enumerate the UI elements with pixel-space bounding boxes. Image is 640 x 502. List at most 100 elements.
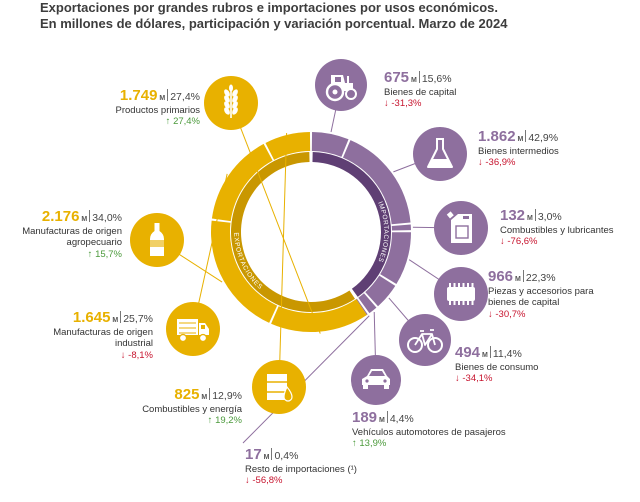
title-line-1: Exportaciones por grandes rubros e impor… xyxy=(40,0,498,15)
callout-circle-imp4 xyxy=(399,314,451,366)
jerrycan-icon xyxy=(446,211,472,243)
connector-exp3 xyxy=(278,132,288,388)
share: 27,4% xyxy=(170,91,200,103)
change-value: -34,1% xyxy=(462,373,493,384)
arrow-down-icon: ↓ xyxy=(500,236,508,247)
category-name: Bienes de capital xyxy=(384,86,457,98)
arrow-down-icon: ↓ xyxy=(488,308,496,320)
change-value: -31,3% xyxy=(391,98,422,109)
slice-imp-2 xyxy=(391,224,411,231)
category-name: Manufacturas de origen industrial xyxy=(53,326,153,350)
label-imp3: 966 M 22,3% Piezas y accesorios para biene… xyxy=(488,268,618,320)
unit: M xyxy=(110,317,119,324)
label-imp0: 675 M 15,6% Bienes de capital ↓ -31,3% xyxy=(384,69,524,110)
slice-exp-2 xyxy=(211,143,273,222)
arrow-down-icon: ↓ xyxy=(478,157,486,168)
slice-imp-4 xyxy=(365,275,396,307)
value: 494 xyxy=(455,344,481,361)
imports-inner-band xyxy=(312,152,392,297)
connector-exp0 xyxy=(230,102,321,334)
change-value: -8,1% xyxy=(128,349,153,361)
arrow-down-icon: ↓ xyxy=(120,349,129,361)
slice-imp-6 xyxy=(356,298,368,315)
category-name: Resto de importaciones (¹) xyxy=(245,463,357,475)
unit: M xyxy=(157,95,166,102)
unit: M xyxy=(525,215,533,222)
label-exp2: 1.645 M 25,7% Manufacturas de origen indus… xyxy=(20,309,153,361)
label-imp5: 189 M 4,4% Vehículos automotores de pasaje… xyxy=(352,409,522,450)
arrow-down-icon: ↓ xyxy=(455,373,463,384)
value: 966 xyxy=(488,268,514,285)
share: 15,6% xyxy=(421,73,452,85)
unit: M xyxy=(79,216,88,223)
unit: M xyxy=(513,276,521,283)
value: 189 xyxy=(352,409,378,426)
category-name: Combustibles y lubricantes xyxy=(500,224,614,236)
barrel-icon xyxy=(267,374,293,402)
change-value: 19,2% xyxy=(215,415,242,426)
category-name: Productos primarios xyxy=(115,104,200,116)
unit: M xyxy=(199,394,208,401)
change-value: -56,8% xyxy=(252,475,283,486)
share: 25,7% xyxy=(123,313,153,325)
label-exp1: 2.176 M 34,0% Manufacturas de origen agrop… xyxy=(20,208,122,260)
change-value: -76,6% xyxy=(507,236,538,247)
arrow-up-icon: ↑ xyxy=(165,116,174,127)
arrow-up-icon: ↑ xyxy=(87,248,96,260)
change-value: 13,9% xyxy=(359,438,387,449)
chip-icon xyxy=(447,283,475,305)
label-imp1: 1.862 M 42,9% Bienes intermedios ↓ -36,9% xyxy=(478,129,608,169)
label-imp2: 132 M 3,0% Combustibles y lubricantes ↓ -76… xyxy=(500,207,630,248)
truck-icon xyxy=(177,319,209,343)
unit: M xyxy=(515,136,524,143)
change-value: 15,7% xyxy=(95,248,122,260)
value: 1.749 xyxy=(119,87,158,104)
category-name: Piezas y accesorios para bienes de capit… xyxy=(488,285,594,309)
share: 11,4% xyxy=(492,348,522,360)
unit: M xyxy=(377,417,385,424)
slice-imp-5 xyxy=(358,293,377,314)
category-name: Manufacturas de origen agropecuario xyxy=(22,225,122,249)
share: 3,0% xyxy=(537,211,562,223)
slice-imp-3 xyxy=(380,232,411,285)
value: 132 xyxy=(500,207,526,224)
slice-exp-1 xyxy=(211,220,278,323)
label-imp4: 494 M 11,4% Bienes de consumo ↓ -34,1% xyxy=(455,344,585,385)
title-line-2: En millones de dólares, participación y … xyxy=(40,16,508,31)
value: 675 xyxy=(384,69,410,86)
value: 825 xyxy=(174,386,200,403)
bicycle-icon xyxy=(407,329,443,353)
unit: M xyxy=(409,77,417,84)
callout-circle-imp1 xyxy=(413,127,467,181)
category-name: Bienes de consumo xyxy=(455,361,539,373)
slice-exp-0 xyxy=(271,299,367,332)
arrow-down-icon: ↓ xyxy=(245,475,253,486)
value: 1.645 xyxy=(72,309,111,326)
slice-exp-3 xyxy=(265,132,311,160)
share: 42,9% xyxy=(528,132,559,144)
car-icon xyxy=(362,369,390,389)
chart-title: Exportaciones por grandes rubros e impor… xyxy=(40,0,507,32)
category-name: Vehículos automotores de pasajeros xyxy=(352,426,506,438)
share: 4,4% xyxy=(389,413,414,425)
change-value: -30,7% xyxy=(495,308,526,320)
share: 12,9% xyxy=(212,390,242,402)
unit: M xyxy=(261,454,270,461)
exports-inner-band xyxy=(231,152,355,312)
value: 2.176 xyxy=(41,208,80,225)
arrow-down-icon: ↓ xyxy=(384,98,392,109)
label-exp0: 1.749 M 27,4% Productos primarios ↑ 27,4% xyxy=(50,87,200,128)
category-name: Bienes intermedios xyxy=(478,145,559,157)
slice-imp-1 xyxy=(342,140,411,225)
value: 17 xyxy=(245,446,262,463)
share: 22,3% xyxy=(525,272,556,284)
arrow-up-icon: ↑ xyxy=(352,438,360,449)
change-value: -36,9% xyxy=(485,157,516,168)
unit: M xyxy=(480,352,488,359)
share: 34,0% xyxy=(92,212,122,224)
wheat-icon xyxy=(224,84,238,118)
label-imp6: 17 M 0,4% Resto de importaciones (¹) ↓ -56,… xyxy=(245,446,385,487)
connector-imp6 xyxy=(242,315,370,444)
tractor-icon xyxy=(325,75,357,102)
arrow-up-icon: ↑ xyxy=(207,415,216,426)
